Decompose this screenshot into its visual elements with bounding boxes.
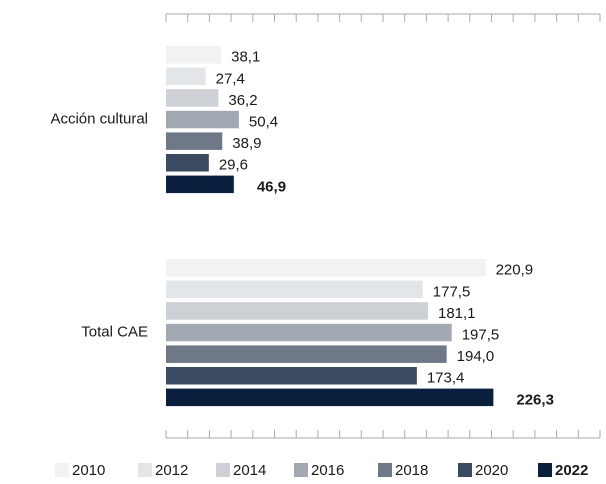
data-label: 36,2 bbox=[228, 92, 257, 109]
bar bbox=[166, 280, 423, 299]
data-label: 220,9 bbox=[496, 262, 534, 279]
legend-swatch bbox=[55, 463, 69, 477]
legend-swatch bbox=[458, 463, 472, 477]
data-label: 29,6 bbox=[219, 157, 248, 174]
bar bbox=[166, 259, 486, 277]
bar bbox=[166, 345, 447, 363]
bar bbox=[166, 323, 452, 342]
legend-label: 2020 bbox=[475, 462, 508, 479]
legend-label: 2012 bbox=[155, 462, 188, 479]
data-label: 181,1 bbox=[438, 305, 476, 322]
data-label: 177,5 bbox=[433, 283, 471, 300]
category-label: Total CAE bbox=[81, 324, 148, 341]
legend-swatch bbox=[378, 463, 392, 477]
data-label: 46,9 bbox=[257, 178, 286, 195]
bar bbox=[166, 89, 219, 107]
bar bbox=[166, 367, 417, 385]
legend-label: 2010 bbox=[72, 462, 105, 479]
bar bbox=[166, 110, 239, 129]
data-label: 197,5 bbox=[462, 327, 500, 344]
bar bbox=[166, 46, 222, 64]
data-label: 38,9 bbox=[232, 135, 261, 152]
bar bbox=[166, 132, 223, 150]
bar bbox=[166, 302, 428, 320]
legend-label: 2022 bbox=[555, 462, 588, 479]
bar bbox=[166, 154, 209, 172]
legend-swatch bbox=[138, 463, 152, 477]
data-label: 50,4 bbox=[249, 114, 278, 131]
legend-swatch bbox=[294, 463, 308, 477]
data-label: 38,1 bbox=[231, 49, 260, 66]
category-label: Acción cultural bbox=[50, 111, 148, 128]
data-label: 173,4 bbox=[427, 370, 465, 387]
legend-label: 2016 bbox=[311, 462, 344, 479]
bar bbox=[166, 175, 234, 194]
legend-label: 2014 bbox=[233, 462, 266, 479]
legend-label: 2018 bbox=[395, 462, 428, 479]
data-label: 27,4 bbox=[216, 70, 245, 87]
legend-swatch bbox=[216, 463, 230, 477]
data-label: 226,3 bbox=[516, 391, 554, 408]
bar bbox=[166, 67, 206, 86]
bar bbox=[166, 388, 494, 407]
legend-swatch bbox=[538, 463, 552, 477]
data-label: 194,0 bbox=[457, 348, 495, 365]
